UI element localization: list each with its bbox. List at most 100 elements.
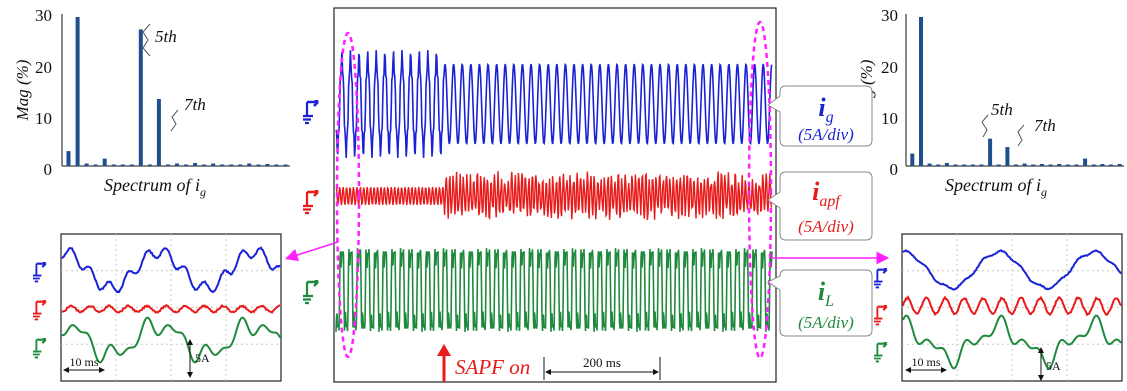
spectrum-bar — [193, 163, 198, 166]
svg-text:iapf: iapf — [812, 177, 842, 210]
spectrum-bar — [256, 164, 261, 166]
ground-icon — [874, 268, 888, 289]
spectrum-bar — [75, 17, 80, 166]
spectrum-bar — [1083, 158, 1088, 167]
amp-scale-label: 5A — [1046, 359, 1061, 373]
spectrum-bar — [1100, 164, 1105, 166]
ground-icon — [303, 280, 320, 305]
spectrum-bar — [265, 164, 270, 166]
spectrum-bar — [138, 29, 143, 167]
event-label: SAPF on — [455, 355, 530, 379]
spectrum-bar — [1109, 164, 1113, 166]
spectrum-bar — [102, 158, 107, 167]
spectrum-bar — [1022, 163, 1027, 166]
label-il: iL (5A/div) — [767, 269, 873, 337]
spectrum-bar — [1057, 164, 1062, 166]
highlight-ellipse-left — [335, 31, 361, 359]
spectrum-bar — [979, 164, 984, 166]
spectrum-bar — [962, 164, 967, 166]
iapf-trace — [335, 171, 773, 221]
il-trace-zoom — [61, 316, 281, 364]
spectrum-bar — [247, 163, 252, 166]
label-il-scale: (5A/div) — [798, 313, 854, 332]
scope-main: SAPF on 200 ms — [333, 7, 777, 383]
ground-icon — [874, 305, 888, 326]
spectrum-bar — [1117, 164, 1122, 166]
annotation-7th: 7th — [1034, 116, 1056, 135]
spectrum-bar — [953, 164, 958, 166]
ground-icon — [33, 262, 47, 283]
chart-title: Spectrum of ig — [104, 175, 206, 199]
spectrum-bar — [944, 163, 949, 166]
annotation-7th: 7th — [184, 95, 206, 114]
label-iapf: iapf (5A/div) — [767, 171, 873, 241]
y-tick-label: 10 — [881, 109, 898, 128]
amp-scale-label: 5A — [195, 351, 210, 365]
ground-icon — [874, 342, 888, 363]
zoom-after-scope: 10 ms 5A — [901, 233, 1123, 382]
y-tick-label: 30 — [881, 6, 898, 25]
il-trace — [335, 248, 773, 332]
svg-text:ig: ig — [818, 93, 833, 126]
zoom-arrow-left — [284, 241, 339, 262]
zoom-grid — [902, 234, 1122, 381]
chart-title: Spectrum of ig — [945, 175, 1047, 199]
spectrum-bar — [129, 164, 134, 166]
y-tick-label: 20 — [35, 58, 52, 77]
ground-icon — [303, 100, 320, 125]
annotation-5th: 5th — [155, 27, 177, 46]
ig-trace — [335, 50, 773, 158]
spectrum-bar — [93, 164, 98, 166]
spectrum-bar — [1039, 164, 1044, 166]
spectrum-bar — [66, 151, 71, 166]
spectrum-bar — [1031, 164, 1036, 166]
spectrum-bar — [927, 163, 932, 166]
spectrum-bar — [1065, 164, 1070, 166]
label-ig: ig (5A/div) — [767, 85, 873, 147]
spectrum-bar — [1005, 147, 1010, 166]
time-scale-label: 10 ms — [69, 355, 98, 369]
spectrum-bar — [211, 163, 216, 166]
spectrum-bar — [111, 164, 116, 166]
spectrum-bar — [919, 17, 923, 166]
zoom-before-scope: 10 ms 5A — [60, 233, 282, 382]
spectrum-bar — [1091, 164, 1096, 166]
y-axis-label: Mag (%) — [13, 59, 32, 121]
ground-icon — [33, 338, 47, 359]
bar-group — [66, 17, 288, 167]
spectrum-before-chart: 30 20 10 0 Mag (%) 5th 7th Spectrum of i… — [13, 6, 290, 199]
ground-icon — [33, 300, 47, 321]
spectrum-bar — [147, 164, 152, 166]
spectrum-bar — [1074, 164, 1079, 166]
iapf-trace-zoom — [902, 295, 1122, 317]
highlight-ellipse-right — [747, 20, 773, 360]
spectrum-bar — [283, 164, 288, 166]
time-scale-label: 10 ms — [911, 355, 940, 369]
spectrum-bar — [184, 164, 188, 166]
spectrum-bar — [274, 164, 279, 166]
annotation-5th: 5th — [991, 100, 1013, 119]
spectrum-bar — [156, 99, 161, 166]
spectrum-bar — [202, 164, 207, 166]
spectrum-after-chart: 30 20 10 0 Mag (%) 5th 7th Spectrum of i… — [857, 6, 1124, 199]
spectrum-bar — [238, 164, 243, 166]
y-tick-label: 20 — [881, 58, 898, 77]
spectrum-bar — [936, 164, 941, 166]
zoom-grid — [61, 234, 281, 381]
svg-text:iL: iL — [818, 277, 834, 310]
spectrum-bar — [988, 138, 993, 166]
spectrum-bar — [120, 164, 125, 166]
label-iapf-scale: (5A/div) — [798, 217, 854, 236]
il-trace-zoom — [902, 314, 1122, 370]
spectrum-bar — [229, 164, 234, 166]
y-tick-label: 0 — [44, 160, 53, 179]
time-scale-label: 200 ms — [583, 355, 621, 370]
spectrum-bar — [996, 164, 1001, 166]
y-tick-label: 30 — [35, 6, 52, 25]
spectrum-bar — [1014, 164, 1018, 166]
spectrum-bar — [970, 164, 975, 166]
ig-trace-zoom — [902, 249, 1122, 291]
ig-trace-zoom — [61, 246, 281, 294]
label-ig-scale: (5A/div) — [798, 125, 854, 144]
